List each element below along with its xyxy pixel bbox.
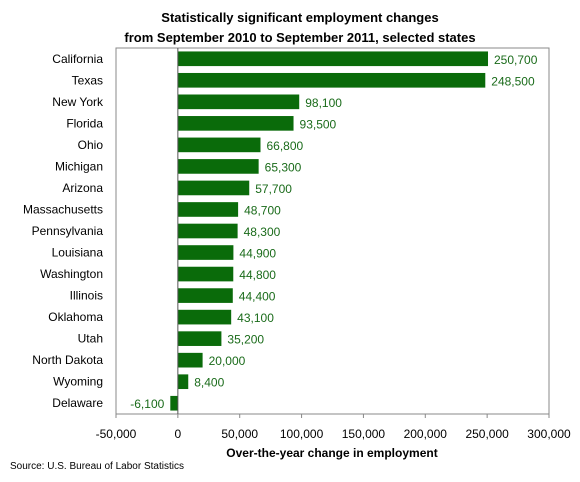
category-label: Pennsylvania — [32, 224, 104, 238]
data-label: 20,000 — [209, 354, 246, 368]
data-label: 250,700 — [494, 53, 538, 67]
category-label: North Dakota — [32, 353, 103, 367]
data-label: 44,800 — [239, 268, 276, 282]
data-label: 98,100 — [305, 96, 342, 110]
category-label: Utah — [78, 332, 103, 346]
bar-wyoming — [177, 374, 189, 390]
bar-louisiana — [177, 245, 234, 260]
bar-washington — [177, 266, 234, 282]
category-labels-group: California Texas New York Florida Ohio Michig… — [23, 52, 104, 410]
data-label: 44,900 — [239, 247, 276, 261]
x-tick-label: 300,000 — [527, 427, 571, 441]
data-label: 65,300 — [265, 160, 302, 174]
data-label: 35,200 — [227, 333, 264, 347]
bar-ohio — [177, 137, 261, 153]
bar-massachusetts — [177, 202, 239, 217]
data-labels-group: 250,700 248,500 98,100 93,500 66,800 65,300 57… — [130, 53, 537, 411]
category-label: Florida — [66, 116, 103, 130]
bar-illinois — [177, 288, 233, 303]
category-label: Massachusetts — [23, 202, 103, 216]
data-label: 48,700 — [244, 203, 281, 217]
category-label: Wyoming — [53, 375, 103, 389]
category-label: New York — [52, 95, 104, 109]
data-label: 93,500 — [300, 117, 337, 131]
category-label: Louisiana — [52, 246, 104, 260]
source-note: Source: U.S. Bureau of Labor Statistics — [10, 461, 184, 472]
x-tick-labels-group: -50,000 0 50,000 100,000 150,000 200,000 250,0… — [96, 427, 571, 441]
bar-north-dakota — [177, 352, 203, 368]
bar-pennsylvania — [177, 223, 238, 239]
data-label: 43,100 — [237, 311, 274, 325]
category-label: Arizona — [62, 181, 103, 195]
data-label: -6,100 — [130, 397, 164, 411]
data-label: 48,300 — [244, 225, 281, 239]
axes-group — [115, 47, 550, 418]
chart-title: Statistically significant employment cha… — [161, 10, 439, 25]
bar-new-york — [177, 94, 300, 110]
chart-title-block: Statistically significant employment cha… — [0, 8, 580, 48]
category-label: Delaware — [52, 396, 103, 410]
x-axis-title: Over-the-year change in employment — [226, 446, 437, 460]
x-tick-label: 50,000 — [221, 427, 258, 441]
x-tick-label: 0 — [175, 427, 182, 441]
bar-florida — [177, 116, 294, 131]
data-label: 44,400 — [239, 290, 276, 304]
category-label: Texas — [72, 73, 103, 87]
data-label: 8,400 — [194, 376, 224, 390]
plot-area-border — [115, 47, 550, 415]
x-tick-label: 100,000 — [280, 427, 324, 441]
x-tick-label: 250,000 — [465, 427, 509, 441]
data-label: 248,500 — [491, 74, 535, 88]
category-label: Michigan — [55, 159, 103, 173]
category-label: Washington — [40, 267, 103, 281]
bar-utah — [177, 331, 222, 346]
category-label: California — [52, 52, 103, 66]
data-label: 66,800 — [266, 139, 303, 153]
category-label: Illinois — [70, 289, 103, 303]
category-label: Ohio — [78, 138, 104, 152]
chart-subtitle: from September 2010 to September 2011, s… — [124, 30, 476, 45]
x-tick-label: -50,000 — [96, 427, 137, 441]
x-tick-label: 150,000 — [342, 427, 386, 441]
data-label: 57,700 — [255, 182, 292, 196]
bar-delaware — [170, 395, 178, 411]
bar-oklahoma — [177, 309, 232, 325]
bar-california — [177, 51, 489, 67]
x-tick-label: 200,000 — [404, 427, 448, 441]
bars-group — [170, 51, 489, 411]
bar-texas — [177, 72, 486, 88]
bar-michigan — [177, 159, 259, 174]
category-label: Oklahoma — [48, 310, 103, 324]
bar-arizona — [177, 180, 250, 196]
